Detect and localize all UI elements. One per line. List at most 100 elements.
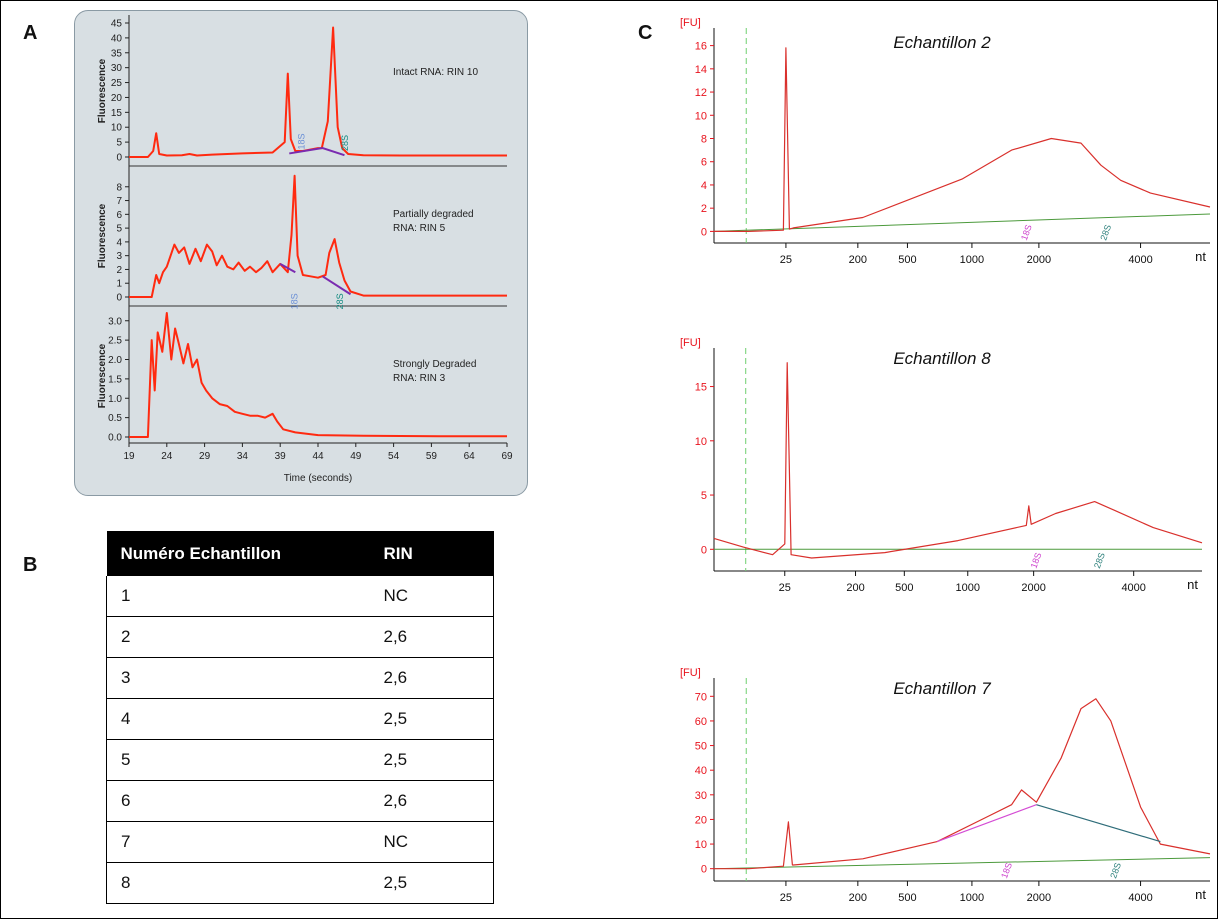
- panel-c-unit-label: [FU]: [680, 17, 701, 29]
- panel-a-baseline-fit: [279, 263, 296, 274]
- marker-28s-label: 28S: [1092, 551, 1107, 569]
- panel-c-chart-title: Echantillon 2: [893, 33, 991, 52]
- panel-a-y-tick-label: 5: [116, 224, 122, 235]
- panel-c-chart-title: Echantillon 7: [893, 679, 991, 698]
- marker-18s-label: 18S: [296, 134, 306, 150]
- panel-c-y-tick-label: 6: [701, 157, 707, 169]
- table-row: 8 2,5: [106, 862, 494, 904]
- table-row: 4 2,5: [106, 698, 494, 740]
- panel-c-trace-line: [714, 47, 1211, 232]
- panel-a-y-tick-label: 35: [111, 48, 123, 59]
- table-cell-sample: 7: [106, 821, 370, 863]
- panel-c-y-tick-label: 40: [695, 765, 707, 777]
- panel-c-x-tick-label: 500: [895, 582, 913, 594]
- panel-a-y-axis-label: Fluorescence: [97, 58, 108, 123]
- panel-a-trace-line: [129, 312, 507, 438]
- table-cell-rin: 2,5: [369, 739, 494, 781]
- panel-c-y-tick-label: 16: [695, 41, 707, 53]
- panel-a-baseline-fit: [289, 147, 345, 157]
- panel-c-fit-18s: [936, 804, 1037, 843]
- panel-a-y-tick-label: 7: [116, 196, 122, 207]
- panel-a-x-tick-label: 49: [350, 451, 362, 462]
- panel-c-trace-line: [714, 698, 1211, 870]
- table-cell-sample: 4: [106, 698, 370, 740]
- panel-a-y-tick-label: 5: [116, 138, 122, 149]
- panel-a-y-tick-label: 15: [111, 108, 123, 119]
- panel-a-y-tick-label: 4: [116, 237, 122, 248]
- panel-c-y-tick-label: 20: [695, 814, 707, 826]
- echantillon-7-svg: [FU] 0 10 20 30 40 50 60 70 25 200 500 1000 2000 4000 n…: [680, 667, 1211, 904]
- marker-18s-label: 18S: [290, 293, 300, 309]
- panel-c-chart-echantillon-2: [FU] 0 2 4 6 8 10 12 14 16 25 200 500 1000 2000 4000 nt E…: [680, 10, 1212, 292]
- panel-c-x-tick-label: 200: [849, 892, 867, 904]
- table-cell-rin: 2,6: [369, 616, 494, 658]
- panel-a-y-tick-label: 3.0: [108, 316, 122, 327]
- panel-c-y-tick-label: 60: [695, 716, 707, 728]
- panel-c-x-tick-label: 4000: [1121, 582, 1145, 594]
- panel-c-y-tick-label: 10: [695, 436, 707, 448]
- panel-a-x-tick-label: 69: [501, 451, 513, 462]
- panel-c-x-tick-label: 500: [898, 892, 916, 904]
- table-row: 1 NC: [106, 576, 494, 617]
- panel-a-series-title-line2: RNA: RIN 3: [393, 373, 446, 384]
- panel-a-x-axis-label: Time (seconds): [284, 473, 353, 484]
- rin-table: Numéro Echantillon RIN 1 NC 2 2,6 3 2,6 4 2,…: [106, 531, 494, 904]
- panel-c-x-tick-label: 500: [898, 254, 916, 266]
- panel-a-baseline-fit: [321, 275, 352, 296]
- panel-a-y-tick-label: 1: [116, 279, 122, 290]
- panel-c-baseline: [713, 857, 1211, 870]
- marker-28s-label: 28S: [335, 293, 345, 309]
- panel-c-x-tick-label: 25: [780, 254, 792, 266]
- panel-c-label: C: [638, 22, 653, 44]
- table-header-sample: Numéro Echantillon: [106, 531, 370, 576]
- panel-c-x-tick-label: 1000: [956, 582, 980, 594]
- panel-a-y-tick-label: 30: [111, 63, 123, 74]
- marker-18s-label: 18S: [1029, 551, 1044, 569]
- panel-a-y-tick-label: 6: [116, 210, 122, 221]
- panel-a-y-tick-label: 0.0: [108, 433, 122, 444]
- panel-a-y-axis-label: Fluorescence: [97, 343, 108, 408]
- panel-c-x-tick-label: 200: [849, 254, 867, 266]
- table-row: 6 2,6: [106, 780, 494, 822]
- panel-a-y-tick-label: 20: [111, 93, 123, 104]
- echantillon-8-svg: [FU] 0 5 10 15 25 200 500 1000 2000 4000 nt Echantil…: [680, 337, 1203, 594]
- panel-c-trace-line: [713, 362, 1203, 559]
- panel-a-trace-line: [129, 26, 507, 158]
- panel-a-y-tick-label: 0.5: [108, 413, 122, 424]
- panel-c-y-tick-label: 0: [701, 864, 707, 876]
- panel-a-x-tick-label: 34: [237, 451, 249, 462]
- panel-c-x-unit-label: nt: [1187, 577, 1198, 592]
- table-cell-sample: 2: [106, 616, 370, 658]
- panel-c-y-tick-label: 0: [701, 544, 707, 556]
- panel-c-y-tick-label: 8: [701, 134, 707, 146]
- panel-c-x-tick-label: 1000: [960, 254, 984, 266]
- panel-c-chart-echantillon-8: [FU] 0 5 10 15 25 200 500 1000 2000 4000 nt Echantil…: [680, 328, 1212, 604]
- panel-a-x-tick-label: 24: [161, 451, 173, 462]
- panel-a-y-tick-label: 0: [116, 293, 122, 304]
- panel-a-x-tick-label: 29: [199, 451, 211, 462]
- panel-c-y-tick-label: 2: [701, 203, 707, 215]
- marker-18s-label: 18S: [1019, 223, 1034, 241]
- panel-c-y-tick-label: 0: [701, 226, 707, 238]
- panel-c-unit-label: [FU]: [680, 337, 701, 349]
- panel-a-x-tick-label: 54: [388, 451, 400, 462]
- panel-a-series-title-line2: RNA: RIN 5: [393, 223, 446, 234]
- panel-c-x-tick-label: 25: [779, 582, 791, 594]
- table-cell-rin: NC: [369, 821, 494, 863]
- marker-28s-label: 28S: [340, 135, 350, 151]
- panel-a-x-tick-label: 39: [275, 451, 287, 462]
- panel-c-baseline: [713, 213, 1211, 232]
- table-row: 3 2,6: [106, 657, 494, 699]
- panel-a-y-tick-label: 0: [116, 153, 122, 164]
- panel-a-chart-group: 0 5 10 15 20 25 30 35 40 45 Fluorescence Intact RNA…: [74, 10, 528, 496]
- table-row: 5 2,5: [106, 739, 494, 781]
- panel-a-y-axis-label: Fluorescence: [97, 203, 108, 268]
- table-cell-sample: 6: [106, 780, 370, 822]
- table-cell-sample: 1: [106, 576, 370, 617]
- table-cell-rin: NC: [369, 576, 494, 617]
- panel-c-chart-title: Echantillon 8: [893, 349, 991, 368]
- panel-c-fit-28s: [1036, 804, 1161, 843]
- table-header-rin: RIN: [369, 531, 494, 576]
- panel-c-x-tick-label: 2000: [1027, 892, 1051, 904]
